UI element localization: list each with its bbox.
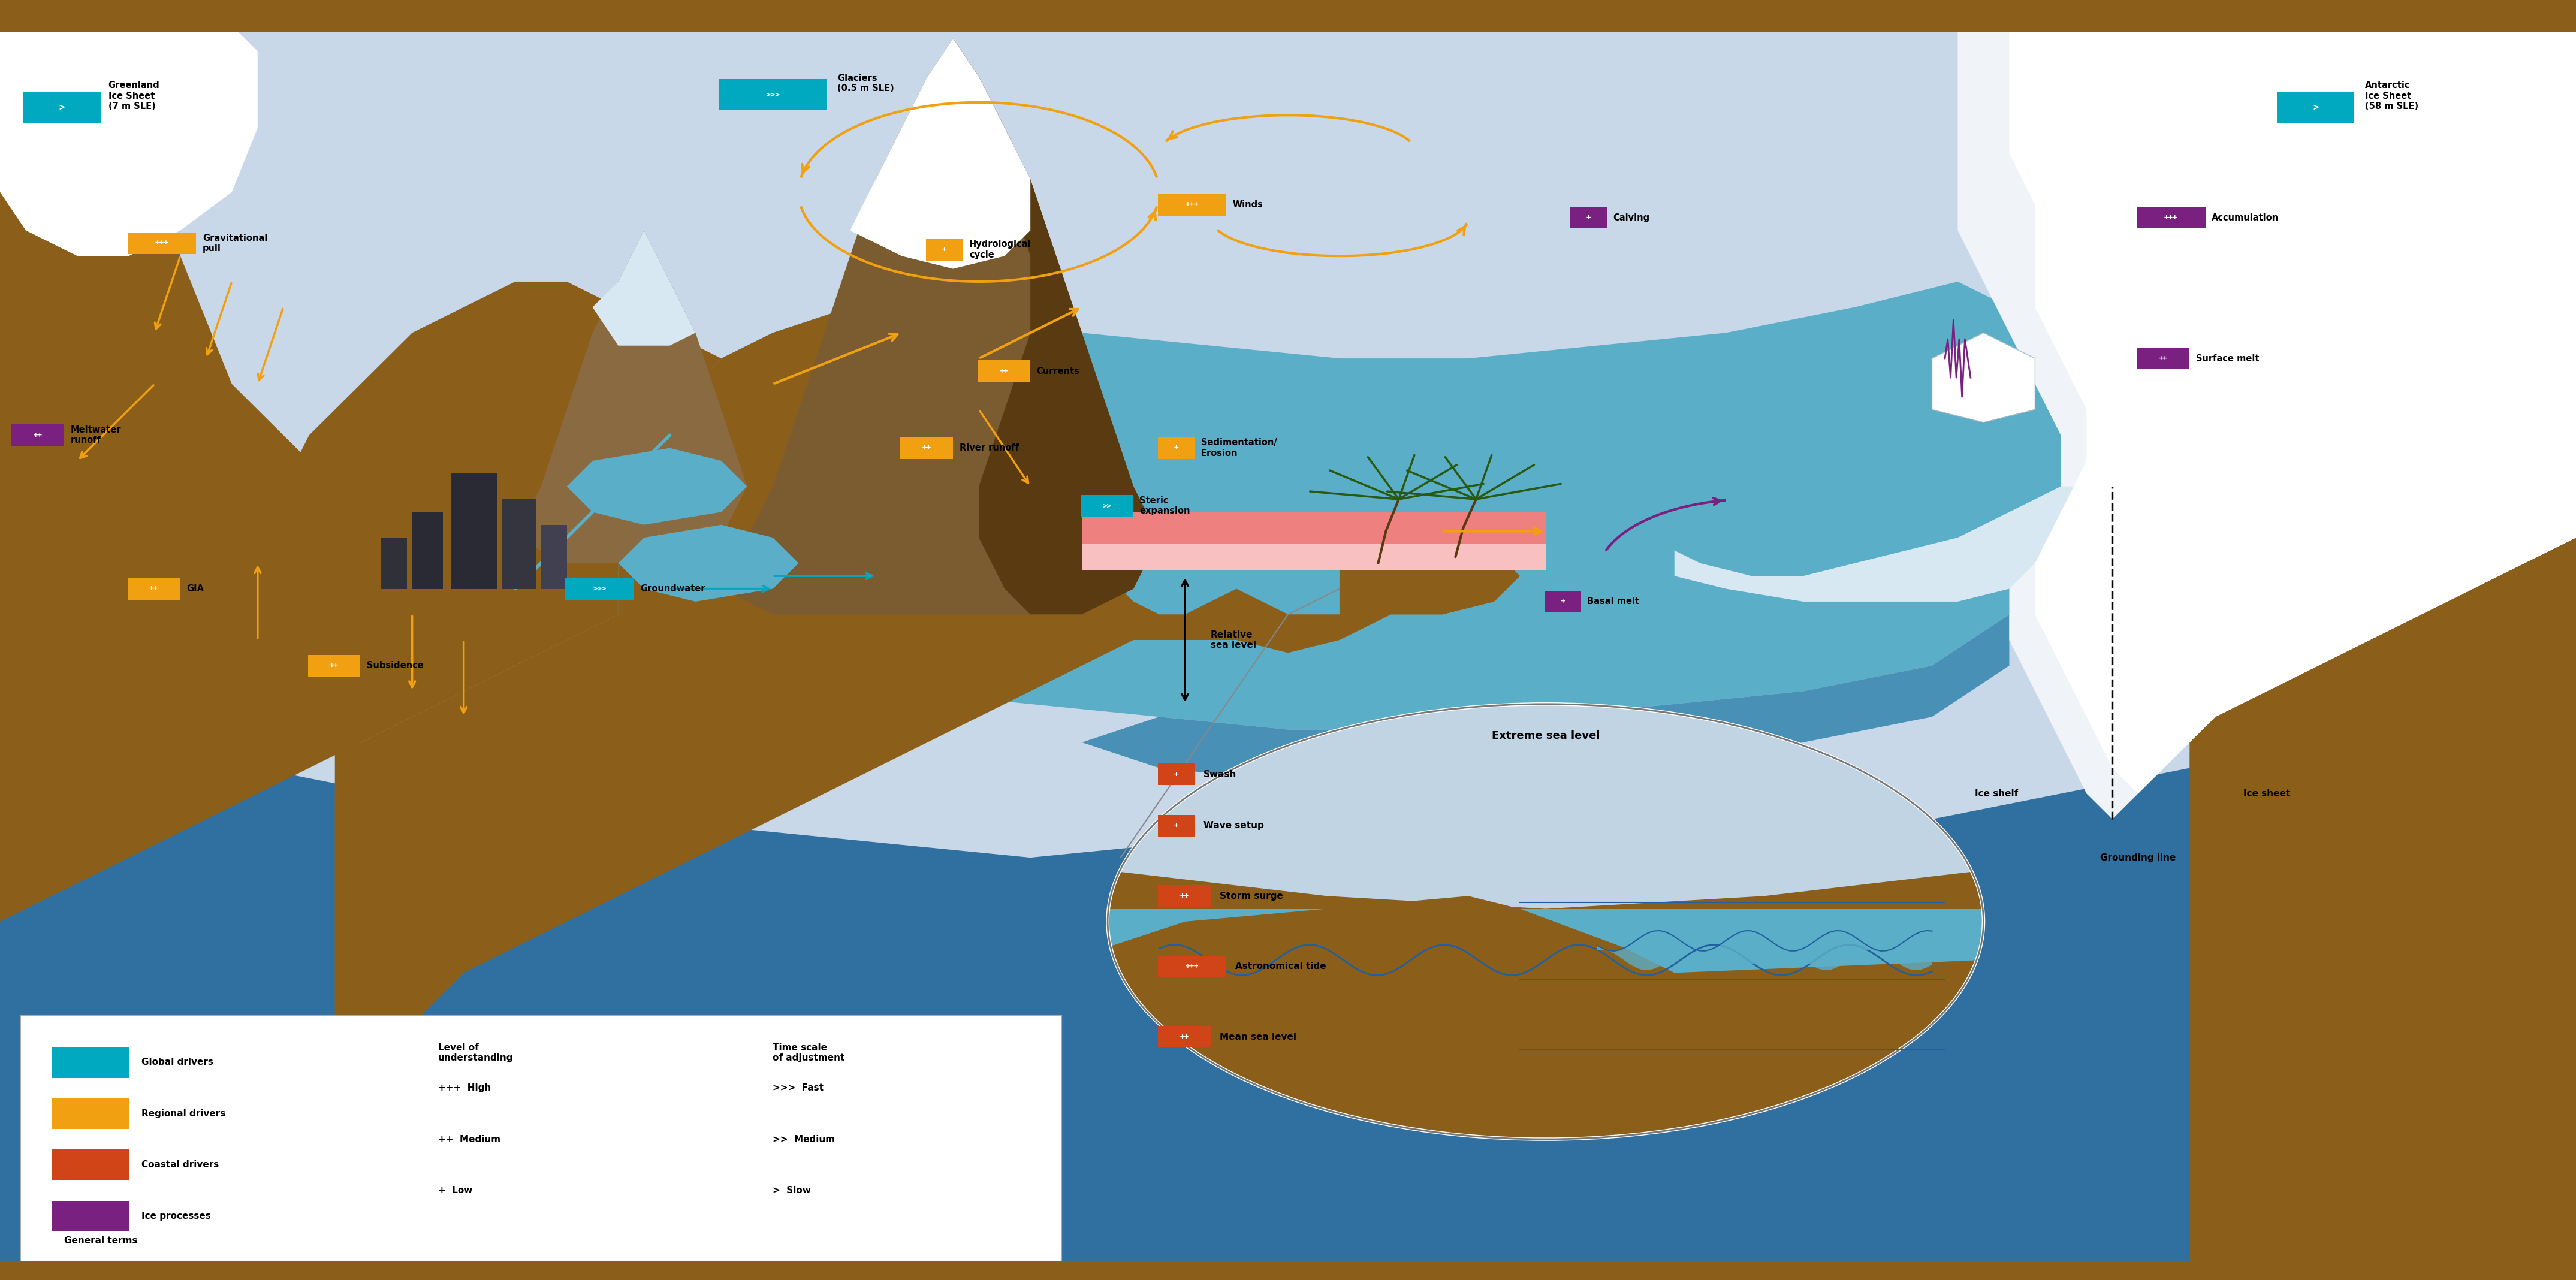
Text: Surface melt: Surface melt [2195,353,2259,364]
Text: >: > [2313,102,2318,113]
FancyBboxPatch shape [52,1047,129,1078]
Text: Glaciers
(0.5 m SLE): Glaciers (0.5 m SLE) [837,73,894,93]
Text: ++: ++ [330,662,337,669]
Circle shape [1108,704,1984,1139]
Text: +: + [1175,771,1177,778]
FancyBboxPatch shape [23,92,100,123]
Polygon shape [1108,704,1984,1139]
FancyBboxPatch shape [126,577,180,599]
FancyBboxPatch shape [2136,347,2190,369]
FancyBboxPatch shape [1569,206,1607,228]
Polygon shape [1958,0,2576,819]
Polygon shape [618,282,2087,730]
Text: +: + [1175,444,1177,452]
Text: >>>: >>> [592,585,605,593]
Text: +++: +++ [1185,201,1198,209]
Polygon shape [592,230,696,346]
Text: ++: ++ [33,431,41,439]
FancyBboxPatch shape [52,1098,129,1129]
Polygon shape [850,38,1030,269]
Circle shape [1108,704,1984,1139]
Text: Subsidence: Subsidence [366,660,422,671]
Text: Global drivers: Global drivers [142,1057,214,1068]
Text: Hydrological
cycle: Hydrological cycle [969,239,1030,260]
FancyBboxPatch shape [0,1261,2576,1280]
Polygon shape [515,230,747,563]
Text: General terms: General terms [64,1236,139,1245]
FancyBboxPatch shape [10,424,64,445]
FancyBboxPatch shape [976,361,1030,381]
FancyBboxPatch shape [1157,193,1226,215]
FancyBboxPatch shape [564,577,634,599]
Text: Relative
sea level: Relative sea level [1211,630,1257,650]
FancyBboxPatch shape [1157,955,1226,978]
FancyBboxPatch shape [902,438,953,458]
Text: Swash: Swash [1203,769,1236,780]
FancyBboxPatch shape [2277,92,2354,123]
Text: Level of
understanding: Level of understanding [438,1043,513,1062]
FancyBboxPatch shape [0,0,2576,32]
FancyBboxPatch shape [927,238,963,261]
FancyBboxPatch shape [1082,512,1546,544]
FancyBboxPatch shape [381,538,407,589]
Polygon shape [567,448,747,525]
Text: >: > [59,102,64,113]
Polygon shape [335,307,1520,1280]
FancyBboxPatch shape [1157,886,1211,906]
FancyBboxPatch shape [307,654,361,676]
Text: >>>: >>> [765,91,781,99]
Text: +  Low: + Low [438,1185,471,1196]
Text: Calving: Calving [1613,212,1649,223]
Polygon shape [953,38,1159,614]
Polygon shape [1597,931,1932,970]
Text: ++: ++ [922,444,930,452]
Polygon shape [2009,0,2576,794]
Text: Extreme sea level: Extreme sea level [1492,731,1600,741]
Polygon shape [1108,909,1984,973]
Text: Winds: Winds [1234,200,1262,210]
Text: Storm surge: Storm surge [1218,891,1283,901]
FancyBboxPatch shape [1082,494,1133,516]
Text: +++: +++ [1185,963,1198,970]
FancyBboxPatch shape [719,79,827,110]
FancyBboxPatch shape [2136,206,2205,228]
Circle shape [1108,704,1984,1139]
FancyBboxPatch shape [502,499,536,589]
Polygon shape [1108,1024,1984,1139]
Polygon shape [1082,614,2009,781]
Text: Greenland
Ice Sheet
(7 m SLE): Greenland Ice Sheet (7 m SLE) [108,81,160,111]
Polygon shape [1932,333,2035,422]
Text: Antarctic
Ice Sheet
(58 m SLE): Antarctic Ice Sheet (58 m SLE) [2365,81,2419,111]
Text: +++: +++ [155,239,167,247]
FancyBboxPatch shape [1157,763,1195,785]
Text: ++: ++ [1180,1033,1188,1041]
Polygon shape [515,358,721,614]
Text: River runoff: River runoff [958,443,1018,453]
FancyBboxPatch shape [412,512,443,589]
Text: +: + [1561,598,1564,605]
FancyBboxPatch shape [1082,544,1546,570]
Polygon shape [1340,538,1520,614]
Text: Astronomical tide: Astronomical tide [1236,961,1327,972]
Text: Steric
expansion: Steric expansion [1139,495,1190,516]
Text: Regional drivers: Regional drivers [142,1108,227,1119]
Text: +++: +++ [2164,214,2177,221]
Text: Ice shelf: Ice shelf [1976,788,2017,799]
FancyBboxPatch shape [541,525,567,589]
Text: Groundwater: Groundwater [641,584,706,594]
Text: ++: ++ [149,585,157,593]
Text: Ice processes: Ice processes [142,1211,211,1221]
Text: Basal melt: Basal melt [1587,596,1638,607]
Text: Ice sheet: Ice sheet [2244,788,2290,799]
FancyBboxPatch shape [52,1201,129,1231]
Text: ++  Medium: ++ Medium [438,1134,500,1144]
FancyBboxPatch shape [52,1149,129,1180]
Text: Grounding line: Grounding line [2099,852,2177,863]
Circle shape [1108,704,1984,1139]
Polygon shape [2190,538,2576,1280]
Text: +: + [1175,822,1177,829]
Polygon shape [1674,486,2087,602]
Polygon shape [1108,896,1984,1139]
Text: Wave setup: Wave setup [1203,820,1265,831]
